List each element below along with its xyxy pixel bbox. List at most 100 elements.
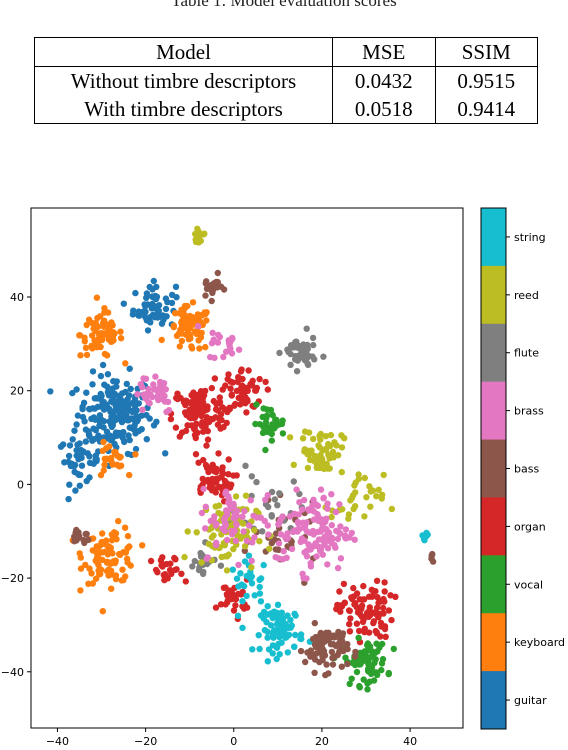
scatter-point-string bbox=[255, 632, 262, 639]
scatter-point-keyboard bbox=[112, 575, 120, 583]
colorbar-label: reed bbox=[514, 289, 539, 302]
scatter-point-organ bbox=[385, 607, 393, 614]
scatter-point-organ bbox=[359, 618, 367, 626]
scatter-point-guitar bbox=[101, 381, 108, 388]
scatter-point-organ bbox=[198, 422, 205, 429]
scatter-point-guitar bbox=[71, 427, 78, 434]
scatter-point-vocal bbox=[365, 668, 372, 675]
scatter-point-brass bbox=[303, 553, 311, 560]
scatter-point-vocal bbox=[262, 446, 269, 454]
scatter-point-organ bbox=[219, 464, 226, 471]
scatter-point-string bbox=[297, 631, 305, 638]
scatter-point-organ bbox=[333, 605, 340, 613]
scatter-point-organ bbox=[224, 597, 231, 604]
scatter-point-guitar bbox=[89, 368, 97, 375]
scatter-point-brass bbox=[232, 537, 240, 544]
scatter-point-organ bbox=[147, 557, 155, 565]
scatter-point-keyboard bbox=[92, 557, 99, 564]
colorbar-swatch-keyboard bbox=[481, 613, 506, 672]
scatter-point-brass bbox=[295, 520, 302, 527]
scatter-point-bass bbox=[71, 533, 78, 540]
scatter-point-organ bbox=[262, 378, 269, 386]
scatter-point-bass bbox=[319, 656, 326, 664]
scatter-point-brass bbox=[314, 511, 321, 518]
scatter-point-organ bbox=[340, 580, 348, 588]
scatter-point-brass bbox=[228, 528, 236, 536]
scatter-point-bass bbox=[351, 653, 359, 660]
scatter-point-string bbox=[274, 614, 281, 621]
scatter-point-keyboard bbox=[116, 454, 123, 461]
scatter-point-string bbox=[275, 629, 282, 637]
scatter-point-organ bbox=[167, 560, 174, 567]
scatter-point-brass bbox=[277, 516, 284, 523]
scatter-point-reed bbox=[238, 533, 245, 540]
scatter-point-reed bbox=[266, 545, 273, 552]
scatter-point-organ bbox=[199, 399, 207, 406]
scatter-point-brass bbox=[305, 506, 312, 513]
scatter-point-vocal bbox=[269, 411, 276, 419]
scatter-point-brass bbox=[224, 536, 231, 544]
scatter-point-string bbox=[238, 581, 246, 589]
row-mse: 0.0432 bbox=[332, 66, 436, 95]
scatter-point-bass bbox=[332, 642, 340, 650]
scatter-point-brass bbox=[265, 531, 272, 538]
scatter-point-organ bbox=[355, 627, 363, 635]
scatter-point-organ bbox=[381, 588, 388, 595]
scatter-point-keyboard bbox=[122, 360, 129, 367]
scatter-point-reed bbox=[329, 452, 336, 460]
scatter-point-flute bbox=[265, 503, 272, 511]
scatter-point-guitar bbox=[107, 436, 114, 444]
scatter-point-bass bbox=[80, 536, 87, 544]
scatter-point-vocal bbox=[378, 666, 385, 674]
table-row: With timbre descriptors 0.0518 0.9414 bbox=[34, 95, 538, 124]
scatter-point-guitar bbox=[66, 442, 74, 449]
scatter-point-bass bbox=[330, 634, 338, 641]
scatter-point-keyboard bbox=[117, 335, 125, 342]
scatter-point-reed bbox=[317, 430, 324, 438]
scatter-point-brass bbox=[332, 508, 340, 516]
scatter-point-flute bbox=[259, 528, 266, 535]
scatter-point-organ bbox=[264, 386, 271, 393]
scatter-point-brass bbox=[221, 516, 228, 523]
x-tick-label: 0 bbox=[230, 735, 237, 748]
scatter-point-bass bbox=[338, 663, 345, 670]
scatter-point-brass bbox=[243, 537, 251, 545]
scatter-point-brass bbox=[233, 521, 240, 528]
scatter-point-guitar bbox=[113, 383, 120, 390]
scatter-point-brass bbox=[202, 525, 209, 532]
scatter-point-organ bbox=[243, 409, 250, 416]
colorbar-label: bass bbox=[514, 463, 539, 476]
scatter-point-brass bbox=[324, 505, 331, 512]
scatter-point-flute bbox=[287, 361, 294, 368]
scatter-point-keyboard bbox=[76, 550, 83, 557]
scatter-point-organ bbox=[223, 419, 230, 427]
header-ssim: SSIM bbox=[434, 37, 538, 67]
scatter-point-reed bbox=[232, 493, 240, 500]
scatter-point-brass bbox=[275, 521, 282, 528]
scatter-point-organ bbox=[341, 599, 348, 606]
scatter-point-brass bbox=[214, 339, 222, 346]
colorbar: string reed flute brass bass organ vocal keyboa… bbox=[480, 207, 565, 730]
colorbar-swatch-vocal bbox=[481, 555, 506, 614]
scatter-point-keyboard bbox=[121, 524, 129, 531]
scatter-point-organ bbox=[374, 594, 381, 601]
scatter-point-keyboard bbox=[102, 456, 109, 463]
scatter-point-brass bbox=[310, 496, 317, 503]
scatter-point-organ bbox=[225, 456, 232, 463]
scatter-point-reed bbox=[345, 515, 352, 522]
scatter-point-organ bbox=[216, 483, 223, 491]
scatter-point-string bbox=[247, 575, 254, 582]
scatter-point-guitar bbox=[123, 380, 130, 388]
scatter-point-brass bbox=[222, 522, 229, 529]
scatter-point-reed bbox=[328, 513, 335, 521]
scatter-point-string bbox=[264, 658, 271, 665]
scatter-point-vocal bbox=[342, 654, 349, 661]
header-mse: MSE bbox=[332, 37, 436, 67]
scatter-point-flute bbox=[253, 478, 260, 486]
scatter-point-guitar bbox=[111, 415, 119, 422]
scatter-point-organ bbox=[381, 579, 388, 586]
scatter-point-keyboard bbox=[178, 306, 185, 313]
scatter-point-brass bbox=[202, 503, 209, 510]
scatter-point-flute bbox=[320, 353, 327, 360]
scatter-point-keyboard bbox=[202, 310, 209, 318]
